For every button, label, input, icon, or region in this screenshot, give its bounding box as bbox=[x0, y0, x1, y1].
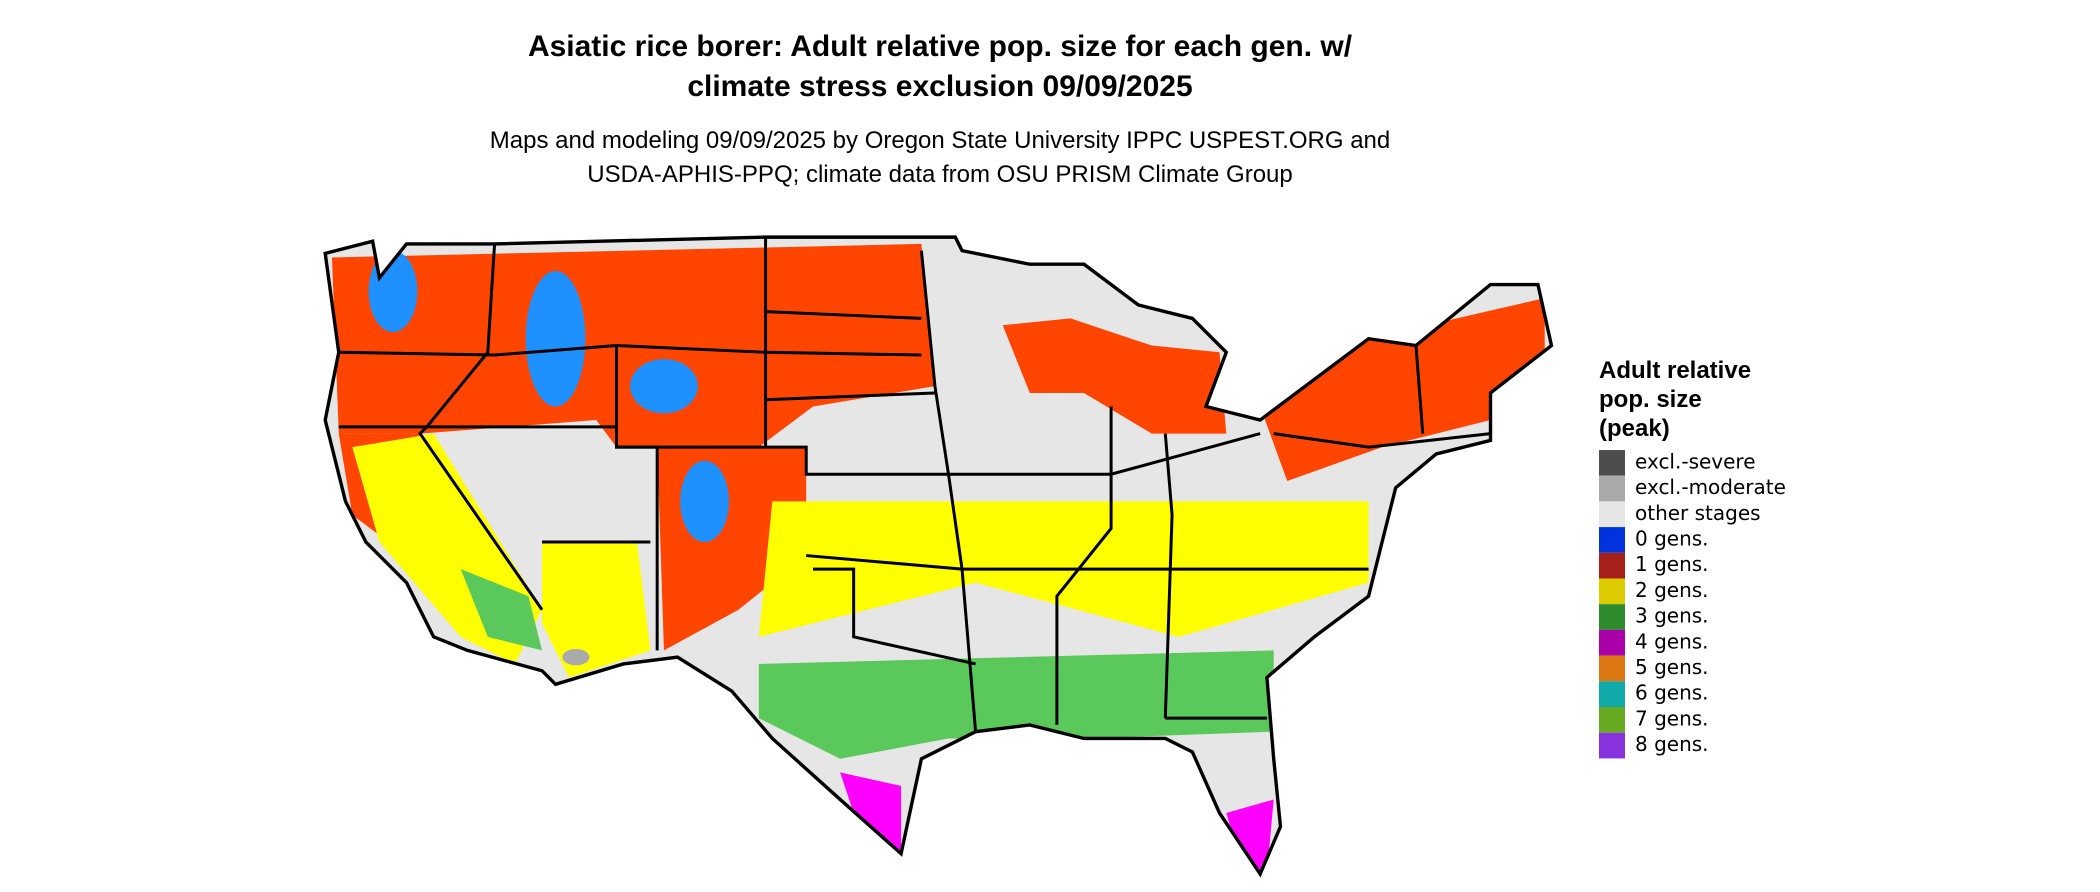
region-3-gen bbox=[460, 569, 542, 651]
legend-swatch bbox=[1599, 527, 1625, 553]
region-0-gen bbox=[525, 271, 586, 407]
legend-swatch bbox=[1599, 655, 1625, 682]
legend-label: 6 gens. bbox=[1635, 681, 1709, 705]
legend-title-line: (peak) bbox=[1599, 415, 1670, 442]
legend-swatch bbox=[1599, 681, 1625, 707]
title-line: Asiatic rice borer: Adult relative pop. … bbox=[528, 30, 1353, 63]
legend-label: 5 gens. bbox=[1635, 655, 1709, 679]
legend-label: 8 gens. bbox=[1635, 732, 1709, 756]
legend-label: other stages bbox=[1635, 501, 1761, 525]
region-3-gen bbox=[758, 650, 1274, 759]
legend-swatch bbox=[1599, 707, 1625, 733]
us-border bbox=[323, 235, 1554, 878]
map bbox=[323, 235, 1554, 878]
legend-swatch bbox=[1599, 578, 1625, 605]
region-0-gen bbox=[680, 460, 729, 542]
subtitle-line: USDA-APHIS-PPQ; climate data from OSU PR… bbox=[587, 161, 1293, 188]
legend: Adult relative pop. size (peak) excl.-se… bbox=[1599, 357, 1786, 759]
legend-label: 7 gens. bbox=[1635, 706, 1709, 730]
region-2-gen bbox=[542, 542, 651, 678]
title-line: climate stress exclusion 09/09/2025 bbox=[687, 70, 1192, 103]
state-lines bbox=[338, 237, 1491, 732]
region-4-gen bbox=[840, 772, 902, 854]
region-1-gen bbox=[1260, 298, 1545, 482]
legend-label: 3 gens. bbox=[1635, 604, 1709, 628]
legend-label: 4 gens. bbox=[1635, 629, 1709, 653]
legend-swatch bbox=[1599, 475, 1625, 502]
legend-label: 2 gens. bbox=[1635, 578, 1709, 602]
legend-swatch bbox=[1599, 450, 1625, 476]
region-4-gen bbox=[1226, 799, 1274, 874]
legend-swatch bbox=[1599, 604, 1625, 630]
legend-swatch bbox=[1599, 552, 1625, 579]
legend-label: excl.-severe bbox=[1635, 449, 1756, 473]
region-1-gen bbox=[1002, 318, 1227, 434]
legend-swatch bbox=[1599, 732, 1625, 759]
legend-label: 0 gens. bbox=[1635, 526, 1709, 550]
subtitle-line: Maps and modeling 09/09/2025 by Oregon S… bbox=[490, 127, 1390, 154]
region-excl-moderate bbox=[562, 649, 590, 666]
header: Asiatic rice borer: Adult relative pop. … bbox=[490, 30, 1390, 188]
legend-swatch bbox=[1599, 629, 1625, 656]
region-0-gen bbox=[630, 359, 698, 414]
legend-title-line: Adult relative bbox=[1599, 357, 1751, 384]
legend-swatch bbox=[1599, 501, 1625, 528]
legend-title-line: pop. size bbox=[1599, 386, 1702, 413]
legend-label: 1 gens. bbox=[1635, 552, 1709, 576]
legend-label: excl.-moderate bbox=[1635, 475, 1786, 499]
